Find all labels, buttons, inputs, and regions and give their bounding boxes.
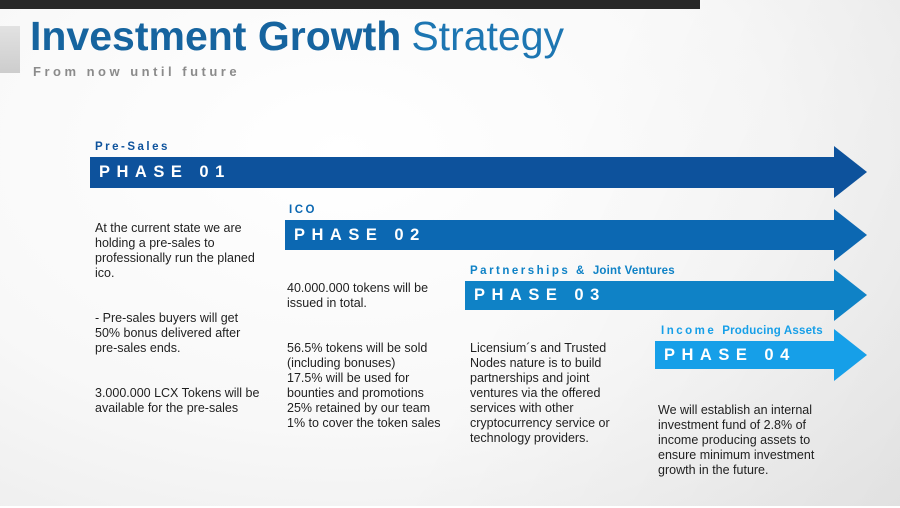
page-subtitle: From now until future bbox=[33, 64, 241, 79]
phase-03-category-text-rest: Joint Ventures bbox=[592, 265, 675, 277]
phase-02-bar: PHASE 02 bbox=[285, 220, 834, 250]
phase-04-category-label: Income Producing Assets bbox=[661, 325, 823, 337]
phase-02-paragraph: 40.000.000 tokens will be issued in tota… bbox=[287, 281, 429, 310]
phase-04-paragraph: We will establish an internal investment… bbox=[658, 403, 815, 477]
phase-03-arrowhead-icon bbox=[834, 269, 867, 321]
title-accent-square bbox=[0, 26, 20, 73]
phase-02-paragraph: 56.5% tokens will be sold (including bon… bbox=[287, 341, 441, 430]
page-title-bold: Investment Growth bbox=[30, 13, 402, 59]
phase-01-title: PHASE 01 bbox=[99, 163, 231, 181]
page-title-light: Strategy bbox=[411, 13, 565, 59]
phase-04-description: We will establish an internal investment… bbox=[658, 388, 858, 508]
phase-02-category-text: ICO bbox=[289, 204, 317, 216]
phase-04-title: PHASE 04 bbox=[664, 345, 796, 364]
phase-01-paragraph: At the current state we are holding a pr… bbox=[95, 221, 255, 280]
phase-03-description: Licensium´s and Trusted Nodes nature is … bbox=[470, 326, 670, 476]
phase-04-bar: PHASE 04 bbox=[655, 341, 834, 369]
phase-01-paragraph: 3.000.000 LCX Tokens will be available f… bbox=[95, 386, 260, 415]
phase-03-bar: PHASE 03 bbox=[465, 281, 834, 310]
phase-03-title: PHASE 03 bbox=[474, 286, 606, 304]
phase-04-category-text: Income bbox=[661, 325, 717, 337]
phase-03-category-label: Partnerships & Joint Ventures bbox=[470, 265, 675, 277]
phase-01-paragraph: - Pre-sales buyers will get 50% bonus de… bbox=[95, 311, 241, 355]
phase-01-arrowhead-icon bbox=[834, 146, 867, 198]
phase-02-title: PHASE 02 bbox=[294, 225, 426, 244]
phase-04-category-text-rest: Producing Assets bbox=[722, 325, 823, 337]
phase-01-category-label: Pre-Sales bbox=[95, 141, 176, 153]
phase-01-category-text: Pre-Sales bbox=[95, 141, 170, 153]
phase-02-category-label: ICO bbox=[289, 204, 323, 216]
page-title: Investment Growth Strategy bbox=[30, 13, 564, 60]
top-accent-bar bbox=[0, 0, 700, 9]
phase-01-description: At the current state we are holding a pr… bbox=[95, 206, 295, 446]
phase-04-arrowhead-icon bbox=[834, 329, 867, 381]
phase-03-paragraph: Licensium´s and Trusted Nodes nature is … bbox=[470, 341, 610, 445]
phase-02-arrowhead-icon bbox=[834, 209, 867, 261]
phase-02-description: 40.000.000 tokens will be issued in tota… bbox=[287, 266, 487, 461]
phase-03-category-text: Partnerships & bbox=[470, 265, 587, 277]
phase-01-bar: PHASE 01 bbox=[90, 157, 834, 188]
